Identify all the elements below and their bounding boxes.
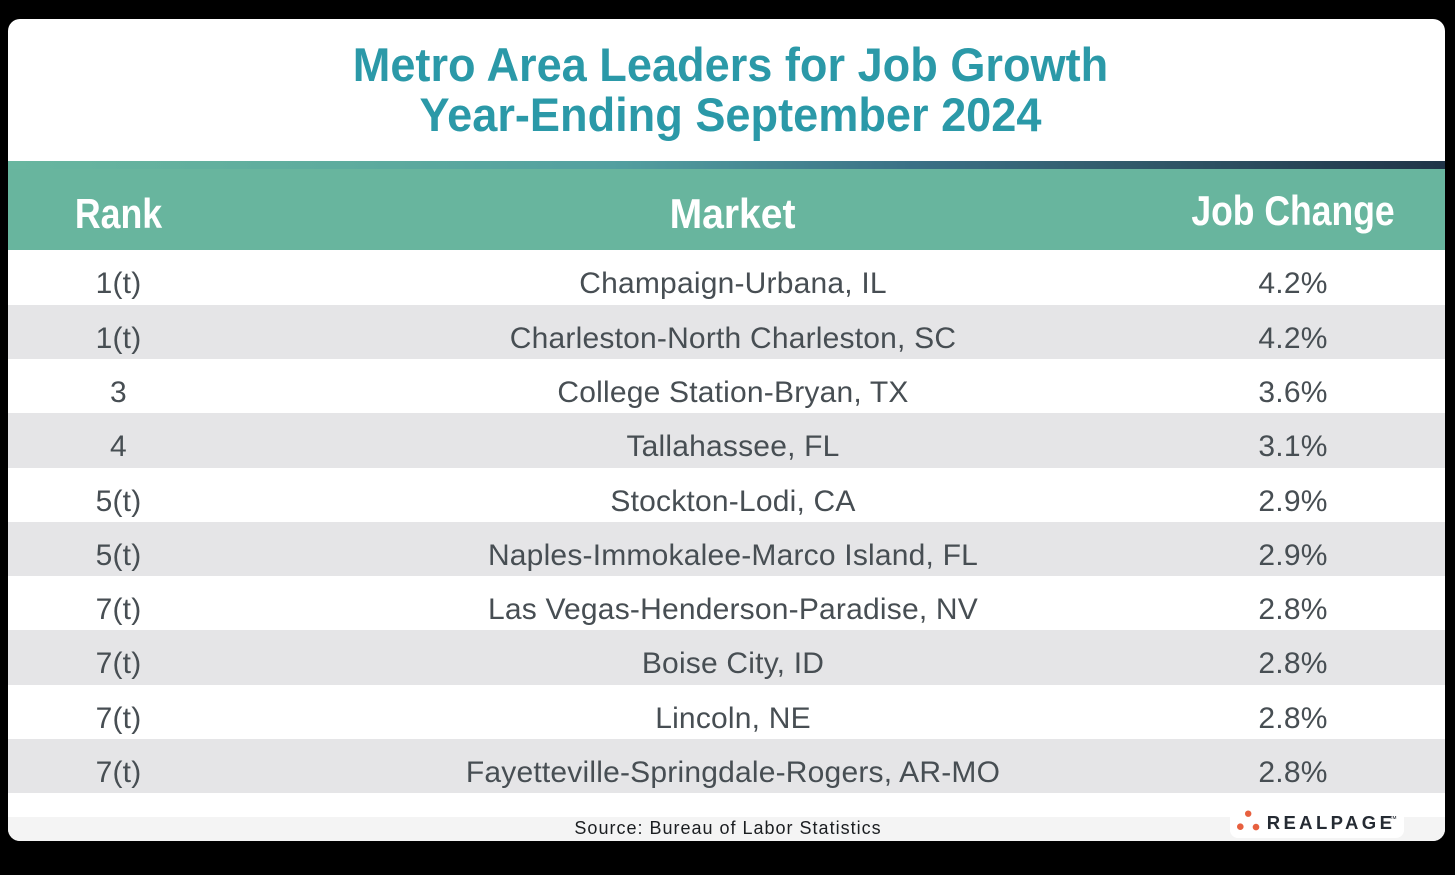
svg-text:REALPAGE: REALPAGE (1267, 812, 1396, 833)
svg-text:™: ™ (1389, 815, 1397, 824)
